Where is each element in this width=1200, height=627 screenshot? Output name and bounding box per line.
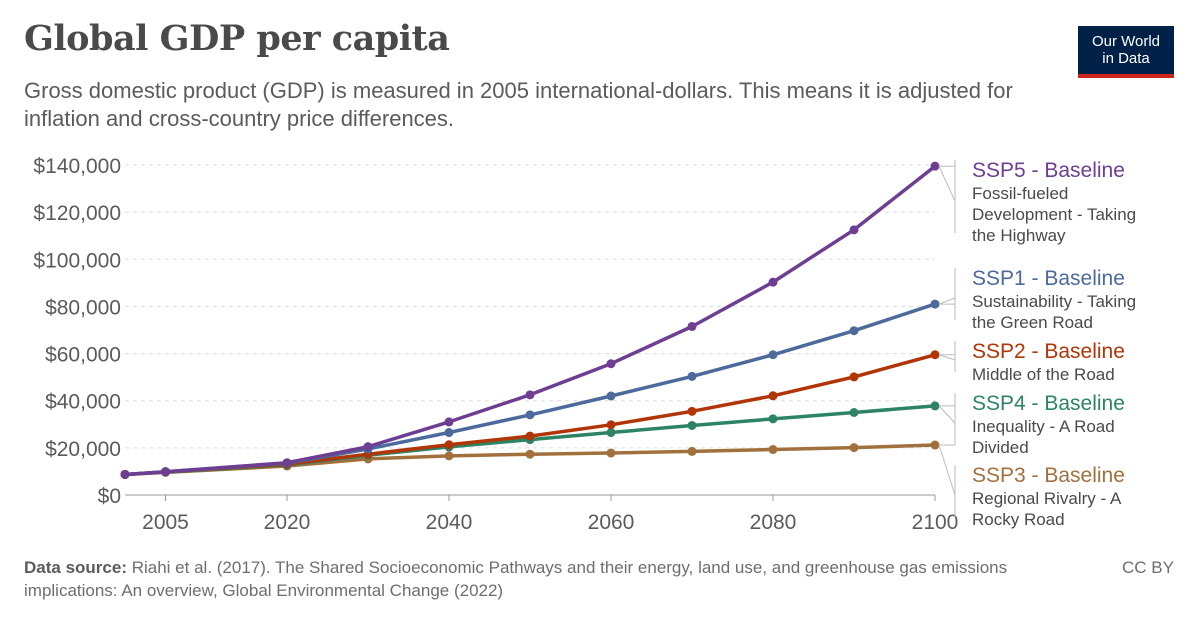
legend-series-description-ssp3: Regional Rivalry - A (972, 489, 1122, 508)
legend-connector-link-ssp1 (938, 297, 956, 305)
data-point-ssp4[interactable] (687, 420, 697, 430)
legend-connector-ssp4 (939, 393, 956, 445)
data-point-ssp5[interactable] (282, 458, 292, 468)
y-tick-label: $120,000 (33, 202, 121, 225)
legend-series-description-ssp4: Divided (972, 438, 1029, 457)
data-point-ssp1[interactable] (525, 410, 535, 420)
data-point-ssp5[interactable] (606, 359, 616, 369)
legend-series-name-ssp3[interactable]: SSP3 - Baseline (972, 464, 1125, 487)
legend-series-name-ssp1[interactable]: SSP1 - Baseline (972, 267, 1125, 290)
y-tick-label: $0 (98, 485, 121, 508)
x-tick-label: 2100 (912, 511, 959, 534)
x-tick-label: 2020 (264, 511, 311, 534)
x-tick-label: 2005 (142, 511, 189, 534)
data-point-ssp4[interactable] (849, 408, 859, 417)
series-legend: SSP5 - Baseline Fossil-fueled Development … (938, 159, 1136, 529)
data-point-ssp4[interactable] (606, 428, 616, 438)
legend-series-name-ssp5[interactable]: SSP5 - Baseline (972, 159, 1125, 182)
y-tick-label: $80,000 (45, 296, 121, 319)
data-point-ssp3[interactable] (930, 440, 940, 450)
y-tick-label: $40,000 (45, 391, 121, 414)
data-point-ssp3[interactable] (606, 448, 616, 458)
data-point-ssp5[interactable] (363, 442, 373, 452)
data-point-ssp3[interactable] (444, 451, 454, 461)
axes: $0 $20,000 $40,000 $60,000 $80,000 $100,000 $1… (33, 155, 958, 534)
series-lines (120, 161, 940, 479)
data-point-ssp2[interactable] (849, 372, 859, 382)
legend-series-description-ssp1: Sustainability - Taking (972, 292, 1136, 311)
data-point-ssp5[interactable] (687, 321, 697, 331)
data-point-ssp1[interactable] (444, 428, 454, 438)
legend-series-name-ssp2[interactable]: SSP2 - Baseline (972, 340, 1125, 363)
data-point-ssp5[interactable] (930, 161, 940, 171)
y-tick-label: $140,000 (33, 155, 121, 178)
data-point-ssp3[interactable] (687, 446, 697, 456)
logo-line-1: Our World (1091, 33, 1161, 50)
data-point-ssp2[interactable] (768, 391, 778, 401)
legend-series-description-ssp5: the Highway (972, 226, 1066, 245)
data-point-ssp1[interactable] (687, 371, 697, 381)
y-tick-label: $60,000 (45, 344, 121, 367)
y-tick-label: $20,000 (45, 438, 121, 461)
logo-line-2: in Data (1102, 50, 1150, 67)
legend-series-description-ssp5: Fossil-fueled (972, 184, 1068, 203)
data-point-ssp2[interactable] (606, 420, 616, 430)
x-tick-label: 2080 (750, 511, 797, 534)
data-point-ssp3[interactable] (768, 445, 778, 455)
legend-series-description-ssp4: Inequality - A Road (972, 417, 1115, 436)
legend-series-name-ssp4[interactable]: SSP4 - Baseline (972, 392, 1125, 415)
data-point-ssp2[interactable] (525, 431, 535, 441)
chart-title: Global GDP per capita (24, 18, 450, 59)
data-point-ssp4[interactable] (768, 414, 778, 424)
data-point-ssp5[interactable] (161, 467, 170, 477)
y-tick-label: $100,000 (33, 249, 121, 272)
legend-series-description-ssp3: Rocky Road (972, 510, 1065, 529)
data-point-ssp2[interactable] (687, 406, 697, 416)
data-point-ssp3[interactable] (525, 449, 535, 459)
legend-connector-link-ssp2 (938, 354, 956, 361)
data-source-label: Data source: (24, 558, 127, 577)
x-tick-label: 2060 (588, 511, 635, 534)
legend-connector-link-ssp5 (938, 165, 956, 202)
data-point-ssp5[interactable] (768, 277, 778, 287)
legend-connector-ssp2 (939, 341, 956, 372)
data-point-ssp1[interactable] (930, 299, 940, 309)
data-point-ssp1[interactable] (768, 350, 778, 360)
data-point-ssp5[interactable] (120, 469, 130, 479)
x-tick-label: 2040 (426, 511, 473, 534)
legend-series-description-ssp2: Middle of the Road (972, 365, 1115, 384)
legend-connector-link-ssp4 (938, 405, 956, 424)
data-source-text: Riahi et al. (2017). The Shared Socioeco… (24, 558, 1008, 600)
license-link[interactable]: CC BY (1122, 558, 1174, 577)
data-point-ssp1[interactable] (849, 326, 859, 336)
legend-series-description-ssp5: Development - Taking (972, 205, 1136, 224)
legend-series-description-ssp1: the Green Road (972, 313, 1093, 332)
data-source-note: Data source: Riahi et al. (2017). The Sh… (24, 556, 1104, 602)
data-point-ssp2[interactable] (444, 440, 454, 450)
series-line-ssp3[interactable] (123, 443, 937, 477)
chart-subtitle: Gross domestic product (GDP) is measured… (24, 78, 1013, 131)
data-point-ssp1[interactable] (606, 391, 616, 401)
grid-lines (125, 164, 935, 449)
data-point-ssp3[interactable] (849, 443, 859, 453)
data-point-ssp5[interactable] (444, 417, 454, 427)
legend-connector-ssp3 (939, 444, 956, 517)
our-world-in-data-logo[interactable]: Our World in Data (1078, 26, 1174, 78)
data-point-ssp2[interactable] (930, 350, 940, 360)
legend-connector-ssp1 (939, 268, 956, 320)
legend-connector-link-ssp3 (938, 444, 956, 496)
data-point-ssp4[interactable] (930, 401, 940, 411)
data-point-ssp5[interactable] (849, 225, 859, 235)
data-point-ssp5[interactable] (525, 390, 535, 400)
legend-connector-ssp5 (939, 160, 956, 233)
